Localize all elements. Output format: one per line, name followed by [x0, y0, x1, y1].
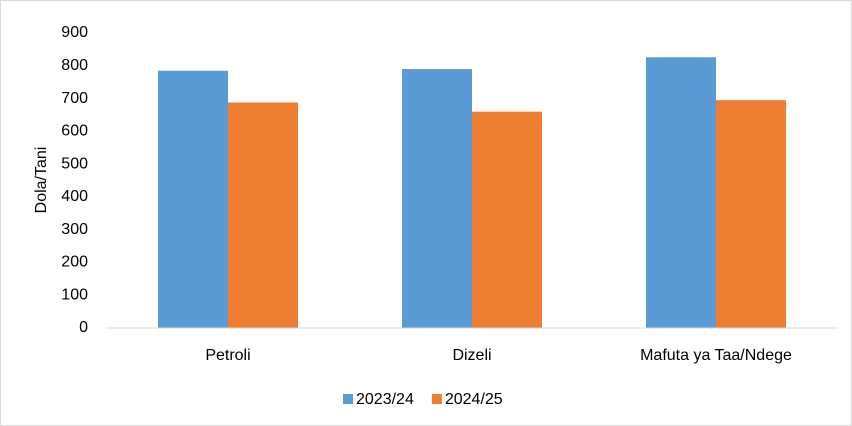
- y-tick-label: 600: [61, 123, 88, 140]
- y-tick-label: 200: [61, 254, 88, 271]
- x-tick-label: Dizeli: [452, 347, 491, 364]
- legend-label: 2023/24: [356, 391, 414, 408]
- legend-swatch: [431, 394, 442, 404]
- x-tick-label: Petroli: [205, 347, 250, 364]
- y-tick-label: 500: [61, 155, 88, 172]
- y-tick-label: 700: [61, 90, 88, 107]
- bar: [472, 111, 542, 329]
- legend-swatch: [343, 394, 353, 404]
- bar: [402, 69, 472, 329]
- y-tick-label: 300: [61, 221, 88, 238]
- bar: [228, 102, 298, 328]
- y-tick-label: 0: [79, 319, 88, 336]
- y-tick-label: 400: [61, 188, 88, 205]
- y-tick-label: 900: [61, 24, 88, 41]
- y-tick-label: 800: [61, 57, 88, 74]
- bar: [716, 100, 786, 328]
- y-tick-label: 100: [61, 286, 88, 303]
- bar: [646, 57, 716, 328]
- bar: [158, 70, 228, 328]
- x-tick-label: Mafuta ya Taa/Ndege: [640, 347, 792, 364]
- y-axis-title: Dola/Tani: [33, 147, 50, 214]
- legend-label: 2024/25: [445, 391, 503, 408]
